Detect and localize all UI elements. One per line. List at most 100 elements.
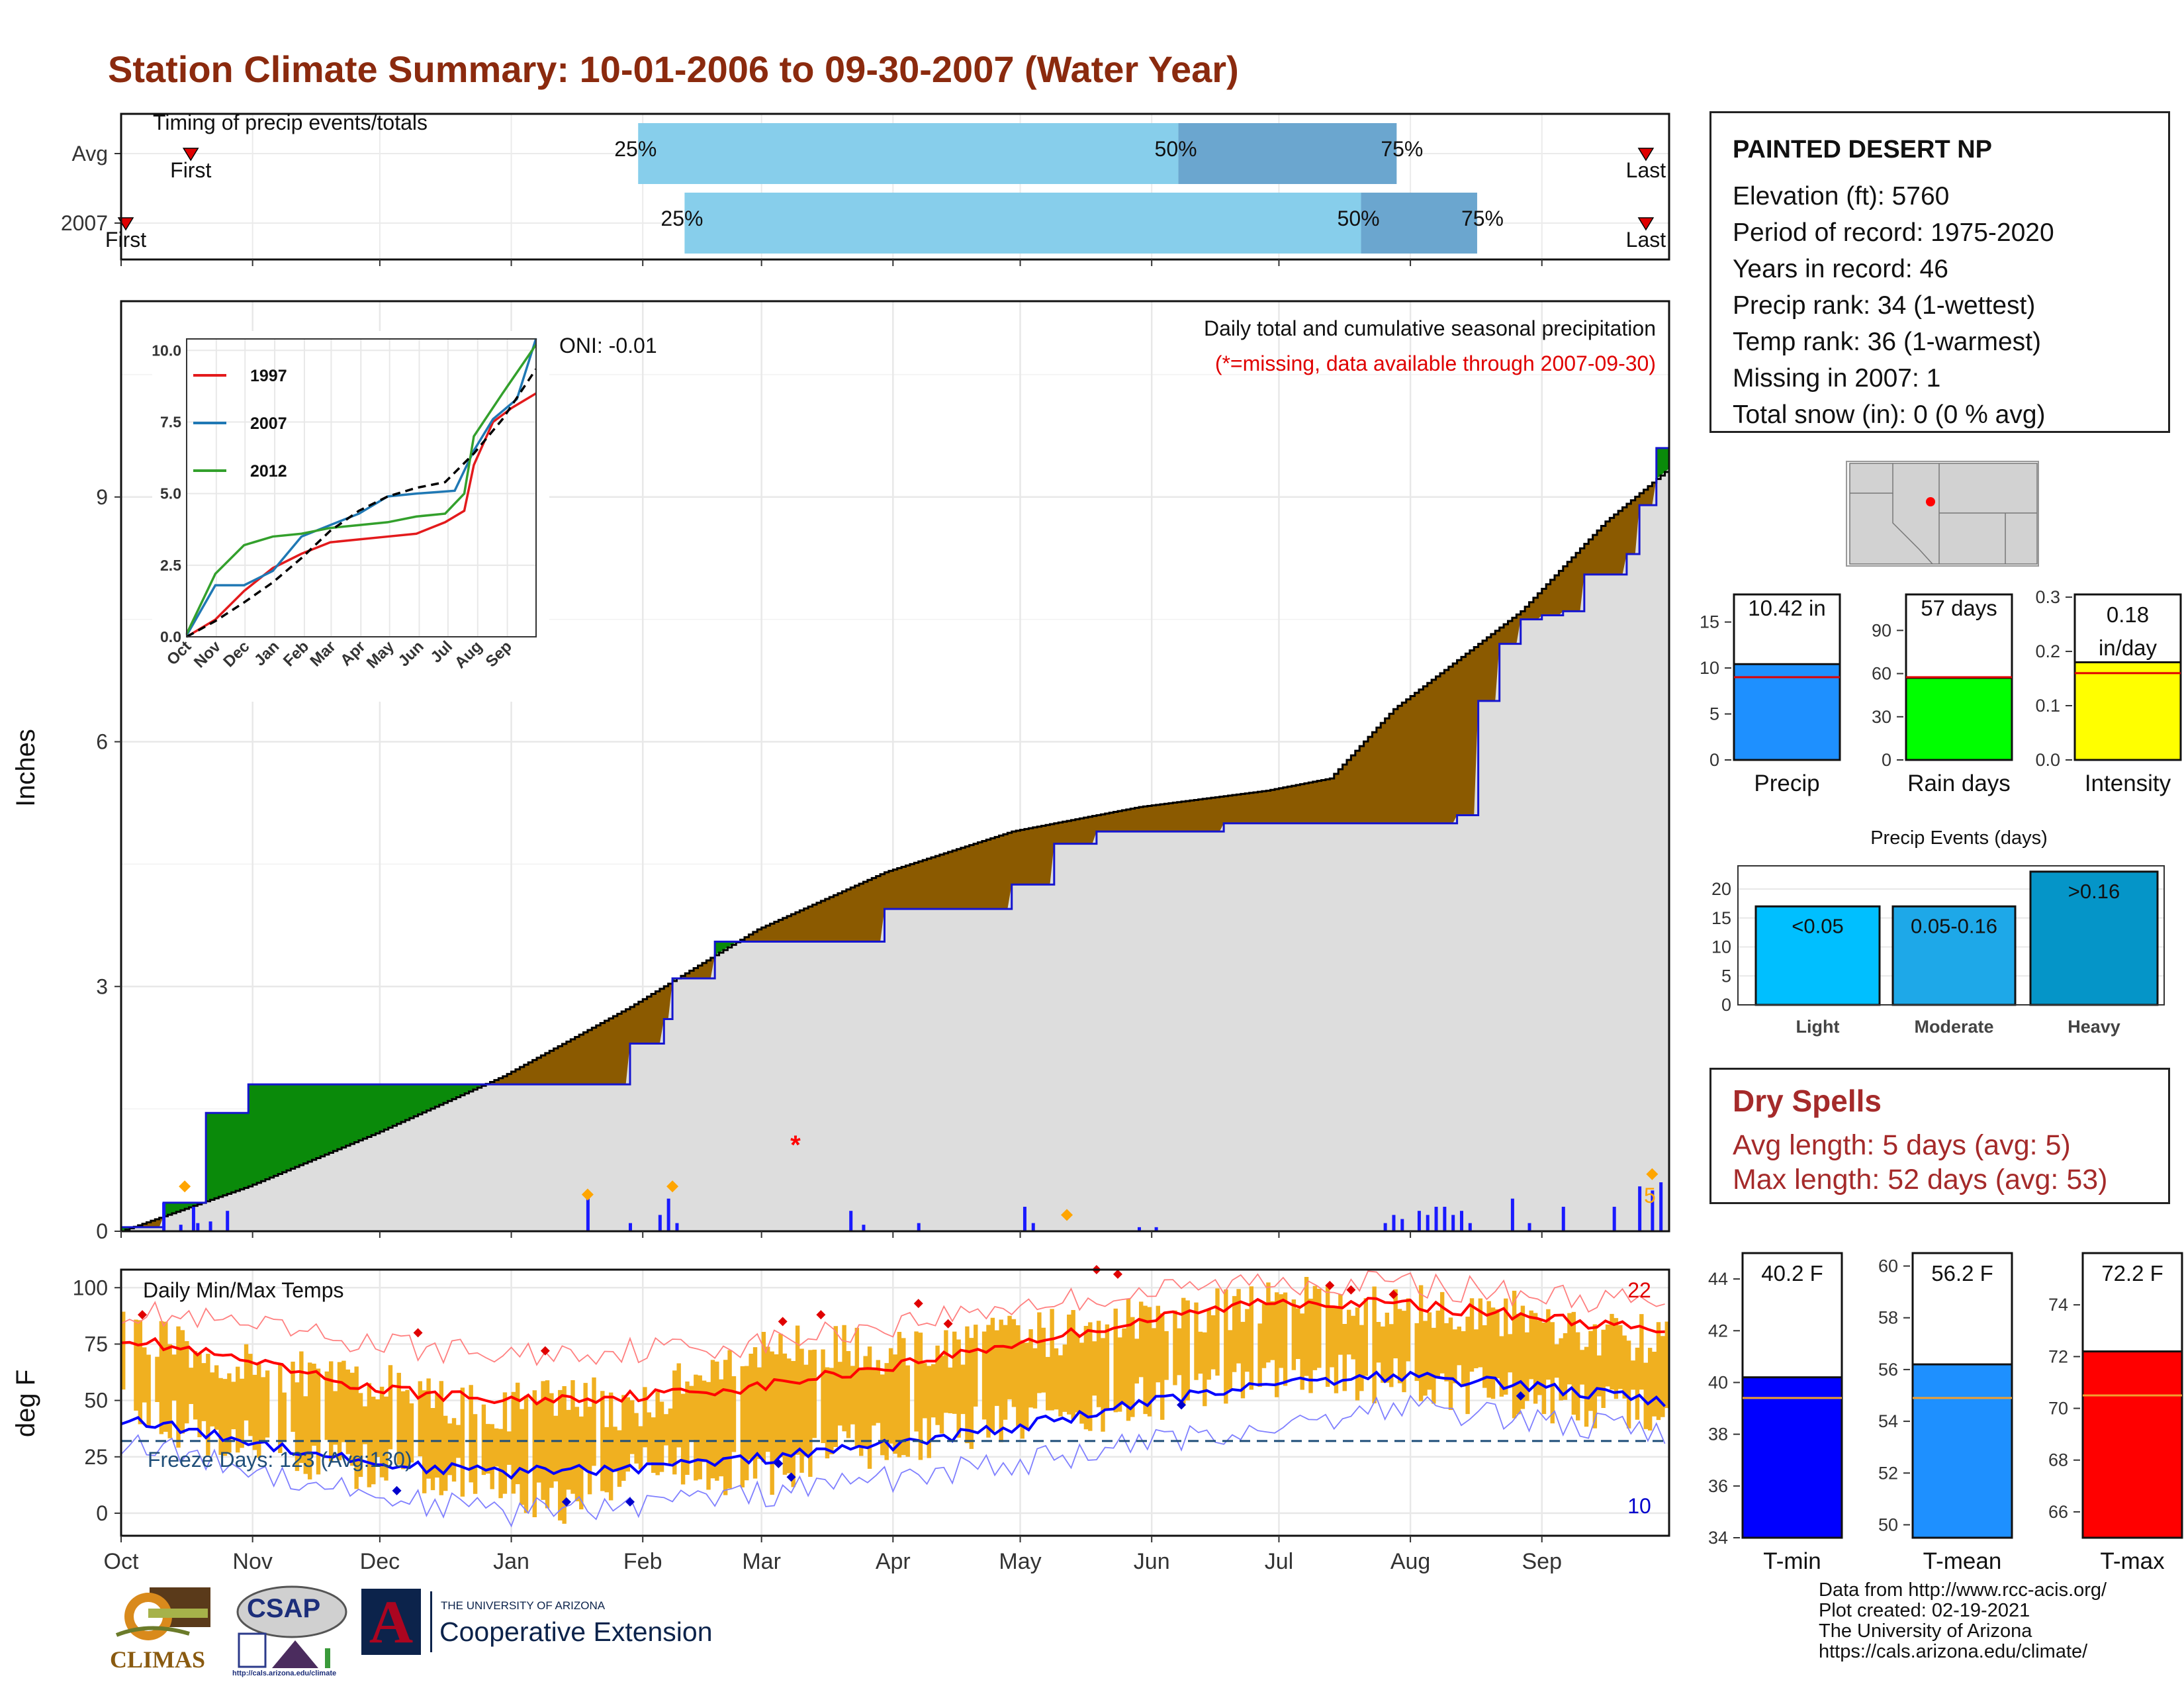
small-bar-value-label: 57 days [1921,596,1997,620]
temp-y-tick-label: 0 [96,1501,108,1525]
temp-y-axis-label: deg F [11,1370,40,1437]
station-years: Years in record: 46 [1733,255,1948,283]
last-marker-icon [1637,217,1655,231]
record-low-marker [625,1497,635,1507]
dry-spells-title: Dry Spells [1733,1084,1882,1118]
daily-precip-bar [1638,1186,1642,1231]
precip-y-tick-label: 3 [96,974,108,998]
credit-line: The University of Arizona [1819,1620,2032,1642]
daily-precip-bar [1468,1223,1472,1231]
precip-event-category: Light [1796,1017,1840,1037]
month-tick-label: Aug [1390,1549,1431,1574]
timing-label-25: 25% [614,137,657,161]
station-name: PAINTED DESERT NP [1733,136,1993,164]
temp-bar-tick-label: 68 [2048,1450,2068,1470]
small-bar-tick-label: 0 [1709,750,1719,770]
temp-bar-tick-label: 38 [1708,1425,1728,1444]
precip-y-tick-label: 9 [96,485,108,509]
record-high-marker [413,1328,423,1338]
climas-text: CLIMAS [110,1646,206,1673]
record-high-marker [943,1319,953,1329]
timing-first-label: First [170,158,211,182]
heavy-event-marker [1646,1168,1659,1180]
ua-big-text: Cooperative Extension [439,1617,713,1647]
credits: Data from http://www.rcc-acis.org/ Plot … [1819,1580,2107,1662]
month-tick-label: Jun [1134,1549,1170,1574]
month-tick-label: Dec [360,1549,400,1574]
small-bar-value-label: in/day [2099,635,2158,660]
month-tick-label: Mar [742,1549,781,1574]
temp-bar-tick-label: 34 [1708,1528,1728,1548]
dry-spells-max: Max length: 52 days (avg: 53) [1733,1164,2108,1196]
daily-precip-bar [1383,1223,1387,1231]
small-bar-tick-label: 0.0 [2035,750,2060,770]
record-max-line [120,1270,1665,1366]
record-low-marker [561,1497,571,1507]
timing-bar-50-75 [1361,193,1477,254]
timing-first-label: First [105,228,146,252]
observed-cumulative-line [121,381,1670,1229]
csap-logo[interactable]: CSAP http://cals.arizona.edu/climate [232,1582,351,1681]
precip-panel-border [120,300,1670,1233]
record-low-marker [786,1472,796,1482]
daily-precip-bar [917,1223,921,1231]
temp-bar-value-label: 56.2 F [1931,1261,1993,1286]
temp-bar-tick-label: 44 [1708,1269,1728,1289]
small-bar-tick-label: 0.2 [2035,641,2060,661]
timing-row-label: 2007 [61,211,108,235]
daily-precip-bar [1392,1215,1396,1231]
record-low-marker [1516,1391,1525,1401]
small-bar-value [1733,663,1841,761]
heavy-event-marker [179,1180,191,1193]
timing-label-75: 75% [1381,137,1423,161]
temp-bar-tick-label: 52 [1878,1463,1898,1483]
precip-event-bar [1891,905,2017,1006]
daily-precip-bar [1510,1198,1514,1231]
ua-extension-logo[interactable]: A THE UNIVERSITY OF ARIZONA Cooperative … [361,1589,745,1668]
small-bar-value [1905,677,2013,761]
record-high-marker [1113,1269,1122,1279]
timing-row-label: Avg [71,142,108,165]
timing-label-75: 75% [1461,207,1504,230]
small-bar-tick-label: 10 [1700,658,1719,678]
daily-temp-range-bars [121,1277,1669,1524]
small-bar-tick-label: 60 [1872,664,1891,684]
precip-events-tick-label: 5 [1721,966,1731,986]
precip-event-category: Heavy [2068,1017,2120,1037]
temp-panel-title: Daily Min/Max Temps [143,1278,343,1302]
timing-bar-25-50 [684,193,1361,254]
record-high-marker [1388,1289,1398,1299]
record-low-count: 10 [1627,1494,1651,1518]
record-low-marker [392,1485,402,1495]
inset-y-tick-label: 7.5 [160,413,181,430]
temp-bar-tick-label: 50 [1878,1515,1898,1534]
temp-bar-name: T-min [1763,1548,1821,1574]
last-marker-icon [1637,148,1655,162]
temp-bar-tick-label: 60 [1878,1256,1898,1276]
daily-precip-bar [1451,1215,1455,1231]
daily-precip-bar [226,1211,230,1231]
precip-events-tick-label: 0 [1721,995,1731,1015]
timing-last-label: Last [1626,228,1666,252]
record-high-marker [1346,1285,1356,1295]
inset-y-tick-label: 0.0 [160,628,181,645]
temp-bar-value [1911,1363,2013,1539]
daily-precip-bar [666,1198,670,1231]
small-bar-value-label: 0.18 [2107,602,2149,627]
daily-precip-bar [586,1198,590,1231]
month-tick-label: Sep [1522,1549,1563,1574]
daily-precip-bar [1137,1227,1141,1231]
average-cumulative-line [121,468,1670,1233]
temp-bar-tick-label: 70 [2048,1399,2068,1419]
small-bar-tick-label: 0 [1882,750,1891,770]
daily-precip-bar [1031,1223,1035,1231]
temp-y-tick-label: 25 [84,1445,108,1469]
credit-line: Data from http://www.rcc-acis.org/ [1819,1579,2107,1601]
precip-y-axis-label: Inches [11,729,40,807]
inset-average-line [186,368,537,638]
precip-events-tick-label: 20 [1711,879,1731,899]
climas-logo[interactable]: CLIMAS [110,1582,216,1681]
credit-line: https://cals.arizona.edu/climate/ [1819,1641,2088,1662]
temp-bar-tick-label: 74 [2048,1295,2068,1315]
month-tick-label: Jan [493,1549,529,1574]
